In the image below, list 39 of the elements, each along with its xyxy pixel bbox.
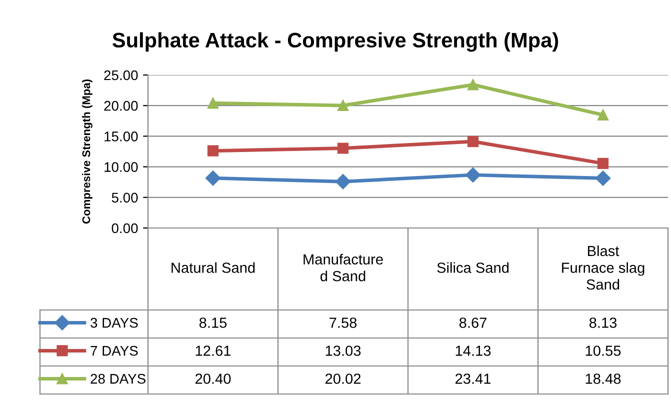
point	[597, 158, 609, 169]
data-label: 8.13	[589, 318, 617, 328]
data-label: 8.15	[199, 318, 227, 328]
legend-label: 7 DAYS	[90, 346, 138, 356]
x-tick-label: Natural Sand	[172, 262, 255, 273]
point	[337, 142, 349, 154]
y-tick-label: 15.00	[104, 132, 138, 142]
point	[335, 174, 351, 190]
data-label: 13.03	[326, 346, 361, 356]
data-label: 18.48	[586, 374, 621, 384]
y-tick-label: 25.00	[104, 70, 138, 80]
x-tick-label: Silica Sand	[437, 262, 509, 273]
legend-label: 28 DAYS	[90, 374, 146, 384]
y-tick-label: 5.00	[112, 192, 138, 203]
point	[467, 79, 479, 90]
point	[467, 136, 479, 148]
legend-label: 3 DAYS	[90, 318, 138, 328]
data-label: 7.58	[330, 318, 357, 328]
point	[207, 145, 219, 156]
data-label: 12.61	[196, 346, 231, 356]
point	[597, 109, 609, 120]
y-tick-label: 10.00	[104, 162, 138, 172]
y-axis-title: Compresive Strength (Mpa)	[82, 80, 92, 224]
data-label: 14.13	[456, 346, 491, 356]
data-label: 20.02	[325, 374, 361, 384]
point	[205, 170, 221, 186]
point	[207, 98, 219, 109]
chart-title: Sulphate Attack - Compresive Strength (Mpa)	[112, 32, 558, 52]
point	[465, 167, 481, 183]
y-tick-label: 20.00	[104, 100, 138, 111]
data-label: 20.40	[195, 374, 231, 384]
data-label: 10.55	[586, 346, 621, 356]
data-label: 23.41	[455, 374, 491, 384]
point	[337, 100, 349, 112]
y-tick-label: 0.00	[112, 223, 138, 234]
data-label: 8.67	[459, 318, 486, 328]
point	[595, 170, 611, 186]
x-tick-label: Blast Furnace slag Sand	[562, 245, 644, 290]
x-tick-label: Manufacture d Sand	[304, 254, 383, 282]
